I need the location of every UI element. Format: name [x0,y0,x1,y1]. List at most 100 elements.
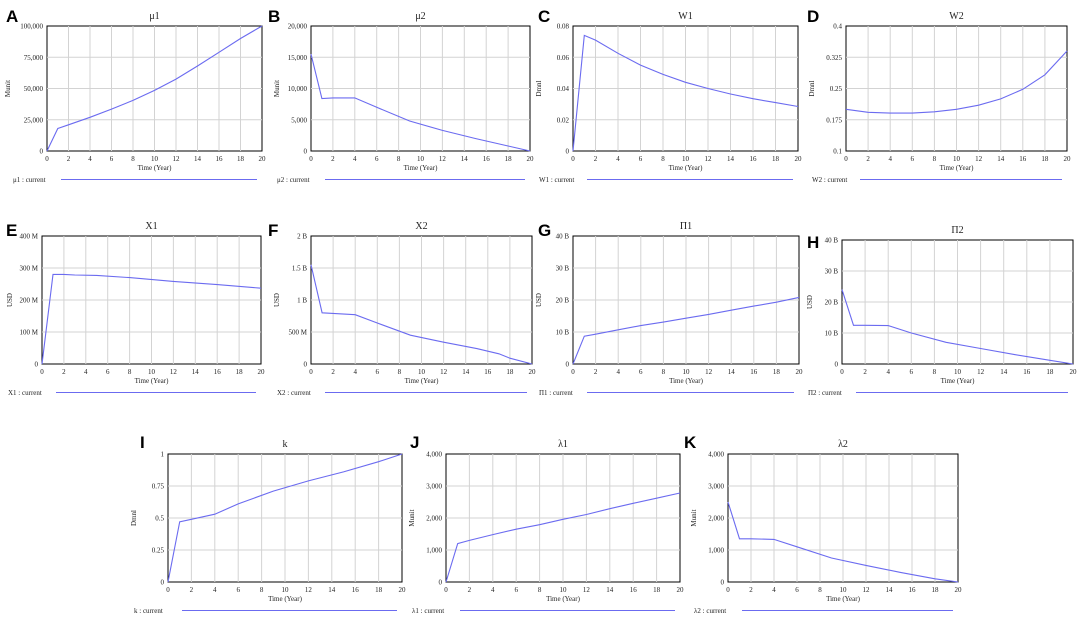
y-tick-label: 0 [835,361,839,369]
x-tick-label: 10 [417,155,425,163]
panel-letter: I [140,433,145,452]
chart-panel-e: E 0 2 4 6 8 10 12 14 16 18 20 0 100 M 200 M 300 M 400 M X… [6,221,265,397]
x-tick-label: 12 [977,368,985,376]
x-tick-label: 8 [398,368,402,376]
series-line [841,289,1074,365]
y-axis-label: Dmnl [130,510,138,526]
x-tick-label: 10 [282,586,290,594]
panel-letter: A [6,7,18,26]
x-tick-label: 20 [527,155,535,163]
y-tick-label: 1 B [297,297,307,305]
y-tick-label: 0 [304,148,308,156]
y-tick-label: 0 [304,361,308,369]
panel-letter: B [268,7,280,26]
y-axis-label: USD [273,293,281,307]
y-tick-label: 300 M [20,265,39,273]
x-tick-label: 0 [726,586,730,594]
x-tick-label: 4 [353,155,357,163]
chart-title: X2 [415,221,427,232]
y-tick-label: 1 [161,451,165,459]
x-tick-label: 18 [505,155,513,163]
x-tick-label: 4 [213,586,217,594]
x-tick-label: 16 [352,586,360,594]
x-tick-label: 0 [571,368,575,376]
x-tick-label: 10 [954,368,962,376]
chart-panel-h: H 0 2 4 6 8 10 12 14 16 18 20 0 10 B 20 B 30 B 40 B Π2 Tim… [806,225,1077,397]
x-tick-label: 10 [683,368,691,376]
x-tick-label: 2 [190,586,194,594]
x-tick-label: 14 [461,155,469,163]
y-tick-label: 0.75 [152,483,165,491]
series-line [167,453,403,583]
y-tick-label: 3,000 [708,483,724,491]
chart-title: μ2 [415,11,425,22]
x-tick-label: 20 [795,155,803,163]
x-tick-label: 8 [128,368,132,376]
x-tick-label: 0 [40,368,44,376]
legend-label: λ1 : current [412,607,444,615]
x-tick-label: 10 [953,155,961,163]
series-line [310,53,531,152]
y-tick-label: 0 [566,361,570,369]
chart-panel-j: J 0 2 4 6 8 10 12 14 16 18 20 0 1,000 2,000 3,000 4,000 λ… [408,433,684,615]
y-axis-label: Munit [408,509,416,526]
x-tick-label: 18 [237,155,245,163]
x-tick-label: 10 [148,368,156,376]
x-tick-label: 4 [616,155,620,163]
x-tick-label: 0 [844,155,848,163]
x-tick-label: 2 [331,368,335,376]
x-tick-label: 12 [170,368,178,376]
x-tick-label: 10 [418,368,426,376]
legend-label: X1 : current [8,389,42,397]
x-tick-label: 2 [594,368,598,376]
y-tick-label: 1,000 [708,547,724,555]
series-line [572,296,800,365]
x-tick-label: 20 [955,586,963,594]
x-tick-label: 18 [772,155,780,163]
x-tick-label: 12 [975,155,983,163]
y-tick-label: 0.1 [833,148,842,156]
x-tick-label: 12 [173,155,181,163]
x-tick-label: 8 [397,155,401,163]
y-axis-label: Munit [273,80,281,97]
x-axis-label: Time (Year) [268,595,303,603]
chart-title: λ1 [558,439,568,450]
x-tick-label: 2 [866,155,870,163]
x-tick-label: 4 [888,155,892,163]
x-tick-label: 8 [662,368,666,376]
chart-title: W2 [949,11,963,22]
x-tick-label: 12 [439,155,447,163]
x-axis-label: Time (Year) [940,164,975,172]
y-tick-label: 100 M [20,329,39,337]
y-tick-label: 0.08 [557,23,570,31]
x-tick-label: 14 [728,368,736,376]
x-tick-label: 6 [375,155,379,163]
chart-title: Π2 [951,225,963,236]
x-tick-label: 4 [616,368,620,376]
x-tick-label: 6 [795,586,799,594]
legend-label: μ2 : current [277,176,310,184]
y-tick-label: 4,000 [708,451,724,459]
x-tick-label: 4 [886,368,890,376]
x-tick-label: 12 [705,368,713,376]
chart-title: k [283,439,288,450]
x-tick-label: 14 [194,155,202,163]
y-tick-label: 75,000 [24,54,44,62]
x-tick-label: 6 [236,586,240,594]
x-tick-label: 12 [305,586,313,594]
y-tick-label: 0 [721,579,725,587]
x-axis-label: Time (Year) [404,164,439,172]
x-tick-label: 0 [309,155,313,163]
x-tick-label: 8 [933,368,937,376]
x-tick-label: 0 [571,155,575,163]
y-tick-label: 10 B [556,329,570,337]
x-tick-label: 14 [192,368,200,376]
chart-panel-d: D 0 2 4 6 8 10 12 14 16 18 20 0.1 0.175 0.25 0.325 0.4 W2… [807,7,1071,184]
panel-letter: J [410,433,419,452]
chart-title: X1 [145,221,157,232]
x-tick-label: 20 [1064,155,1072,163]
x-tick-label: 16 [909,586,917,594]
x-tick-label: 8 [538,586,542,594]
y-tick-label: 25,000 [24,116,44,124]
